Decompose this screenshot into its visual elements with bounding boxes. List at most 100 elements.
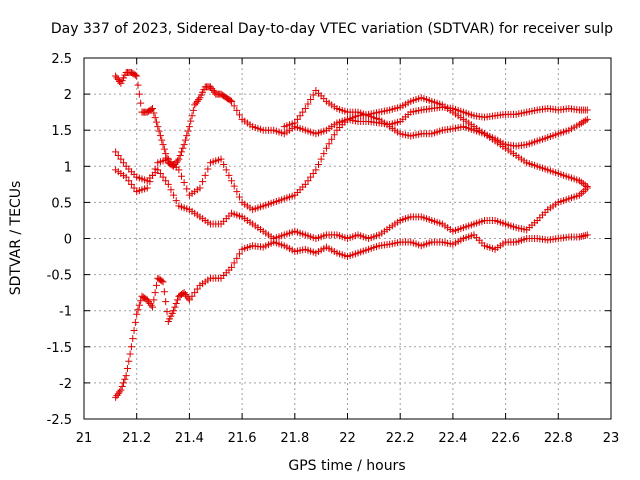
x-tick-label: 21.2 — [122, 431, 151, 446]
data-point-interp — [181, 136, 189, 144]
data-point-interp — [187, 117, 195, 125]
data-point-interp — [235, 193, 243, 201]
data-point — [185, 123, 193, 131]
data-point-interp — [320, 150, 328, 158]
x-tick-label: 21.8 — [280, 431, 309, 446]
data-point-interp — [149, 171, 157, 179]
data-point — [143, 296, 151, 304]
data-point-interp — [183, 185, 191, 193]
data-point — [122, 372, 130, 380]
series-track-upper-2 — [228, 97, 591, 138]
data-point — [191, 101, 199, 109]
data-point-interp — [151, 289, 159, 297]
data-point-interp — [118, 383, 126, 391]
y-tick-label: 1.5 — [51, 124, 72, 139]
data-point-interp — [199, 178, 207, 186]
y-tick-label: 0 — [64, 233, 72, 248]
data-point-interp — [235, 111, 243, 119]
data-point — [583, 231, 591, 239]
data-point-interp — [233, 254, 241, 262]
data-point-interp — [172, 197, 180, 205]
data-point — [583, 106, 591, 114]
data-point-interp — [179, 144, 187, 152]
data-point-interp — [317, 155, 325, 163]
y-tick-label: -2.5 — [47, 413, 72, 428]
y-tick-label: -1.5 — [47, 341, 72, 356]
data-point-interp — [130, 327, 138, 335]
data-point-interp — [184, 294, 192, 302]
data-point-interp — [150, 296, 158, 304]
data-point-interp — [174, 157, 182, 165]
tick-labels: 21 21.2 21.4 21.6 21.8 22 22.2 22.4 22.6 22.8 232.… — [47, 52, 620, 446]
series-track-lower-1 — [112, 231, 591, 401]
y-tick-label: -1 — [59, 305, 72, 320]
data-point — [133, 72, 141, 80]
data-point-interp — [226, 96, 234, 104]
data-point-interp — [230, 259, 238, 267]
data-point-interp — [307, 173, 315, 181]
data-point-interp — [116, 388, 124, 396]
data-point-interp — [293, 115, 301, 123]
data-point-interp — [152, 118, 160, 126]
data-point-interp — [160, 145, 168, 153]
data-point-interp — [158, 277, 166, 285]
data-point-interp — [296, 112, 304, 120]
data-point-interp — [174, 296, 182, 304]
data-point — [149, 105, 157, 113]
data-point — [112, 72, 120, 80]
data-point-interp — [121, 375, 129, 383]
data-point — [228, 177, 236, 185]
data-point — [196, 184, 204, 192]
data-point-interp — [222, 166, 230, 174]
chart-title: Day 337 of 2023, Sidereal Day-to-day VTE… — [51, 21, 613, 37]
data-point-interp — [177, 148, 185, 156]
data-point-interp — [146, 299, 154, 307]
data-point-interp — [220, 160, 228, 168]
data-point — [122, 173, 130, 181]
data-point-interp — [134, 306, 142, 314]
data-point-interp — [299, 108, 307, 116]
data-point-interp — [137, 297, 145, 305]
data-point-interp — [181, 290, 189, 298]
y-tick-label: 1 — [64, 160, 72, 175]
data-point-interp — [130, 184, 138, 192]
x-tick-label: 21.6 — [228, 431, 257, 446]
data-point-interp — [131, 318, 139, 326]
y-axis-label: SDTVAR / TECUs — [8, 181, 24, 296]
data-point-interp — [146, 178, 154, 186]
data-point — [206, 83, 214, 91]
data-point-interp — [163, 308, 171, 316]
data-point-interp — [304, 100, 312, 108]
data-point-interp — [193, 285, 201, 293]
data-point — [175, 166, 183, 174]
data-point-interp — [309, 91, 317, 99]
data-point — [185, 296, 193, 304]
data-point-interp — [120, 159, 128, 167]
data-point-interp — [309, 170, 317, 178]
data-point-interp — [201, 171, 209, 179]
y-tick-label: 0.5 — [51, 196, 72, 211]
data-point — [127, 343, 135, 351]
data-point-interp — [135, 90, 143, 98]
data-point-interp — [183, 132, 191, 140]
data-point-interp — [195, 96, 203, 104]
x-tick-label: 21.4 — [175, 431, 204, 446]
data-point — [583, 183, 591, 191]
data-point — [112, 393, 120, 401]
x-tick-label: 22.6 — [491, 431, 520, 446]
data-point-interp — [113, 74, 121, 82]
x-tick-label: 22.4 — [438, 431, 467, 446]
data-point-interp — [147, 105, 155, 113]
data-point-interp — [114, 76, 122, 84]
axis-ticks — [83, 57, 612, 420]
data-point — [117, 386, 125, 394]
data-point-interp — [209, 86, 217, 94]
data-point-interp — [193, 97, 201, 105]
data-point-interp — [156, 132, 164, 140]
data-point-interp — [307, 96, 315, 104]
data-point-interp — [170, 191, 178, 199]
data-point-interp — [114, 390, 122, 398]
data-point-interp — [176, 151, 184, 159]
data-point — [301, 180, 309, 188]
